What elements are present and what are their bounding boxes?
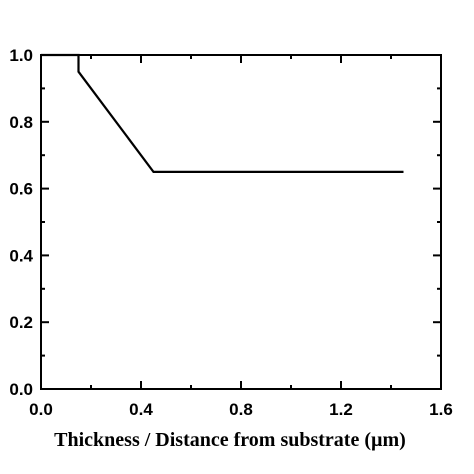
y-tick-label: 0.2 <box>9 313 33 332</box>
x-tick-label: 1.6 <box>429 400 453 419</box>
y-tick-label: 1.0 <box>9 46 33 65</box>
x-tick-label: 0.0 <box>29 400 53 419</box>
x-tick-label: 0.8 <box>229 400 253 419</box>
series-layer <box>41 53 404 173</box>
series-line <box>41 53 404 173</box>
y-tick-label: 0.4 <box>9 246 33 265</box>
x-axis-title: Thickness / Distance from substrate (µm) <box>54 429 406 451</box>
y-tick-label: 0.8 <box>9 113 33 132</box>
y-tick-label: 0.6 <box>9 180 33 199</box>
x-tick-label: 0.4 <box>129 400 153 419</box>
y-tick-label: 0.0 <box>9 380 33 399</box>
plot-area-frame <box>40 54 442 390</box>
x-axis-ticks: 0.0 0.4 0.8 1.2 1.6 <box>29 55 453 419</box>
y-axis-ticks: 0.0 0.2 0.4 0.6 0.8 1.0 <box>9 46 441 399</box>
x-tick-label: 1.2 <box>329 400 353 419</box>
